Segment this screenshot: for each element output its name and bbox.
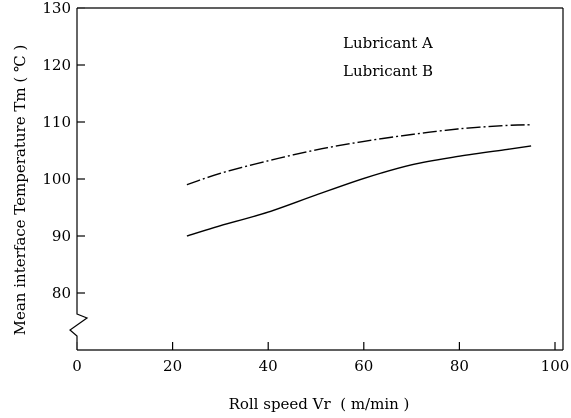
- legend-label-lubricant-a: Lubricant A: [343, 34, 433, 52]
- x-tick-label: 60: [354, 357, 373, 375]
- series-layer: [186, 124, 532, 237]
- series-line-lubricant-a: [186, 124, 532, 186]
- series-line-lubricant-b: [186, 145, 532, 237]
- x-axis-title: Roll speed Vr ( m/min ): [229, 395, 410, 413]
- legend: Lubricant A Lubricant B: [343, 34, 433, 80]
- x-tick-label: 20: [163, 357, 182, 375]
- y-tick-label: 120: [42, 56, 71, 74]
- y-tick-label: 130: [42, 0, 71, 17]
- y-axis-line-with-break: [69, 8, 89, 350]
- x-tick-label: 0: [72, 357, 82, 375]
- y-tick-label: 90: [52, 227, 71, 245]
- x-tick-label: 100: [541, 357, 570, 375]
- y-tick-label: 110: [42, 113, 71, 131]
- legend-label-lubricant-b: Lubricant B: [343, 62, 433, 80]
- x-axis-ticks: 0 20 40 60 80 100: [72, 342, 569, 375]
- x-tick-label: 40: [259, 357, 278, 375]
- x-tick-label: 80: [450, 357, 469, 375]
- y-tick-label: 100: [42, 170, 71, 188]
- y-tick-label: 80: [52, 284, 71, 302]
- y-axis-title: Mean interface Temperature Tm ( ℃ ): [11, 45, 29, 336]
- y-axis-ticks: 80 90 100 110 120 130: [42, 0, 85, 302]
